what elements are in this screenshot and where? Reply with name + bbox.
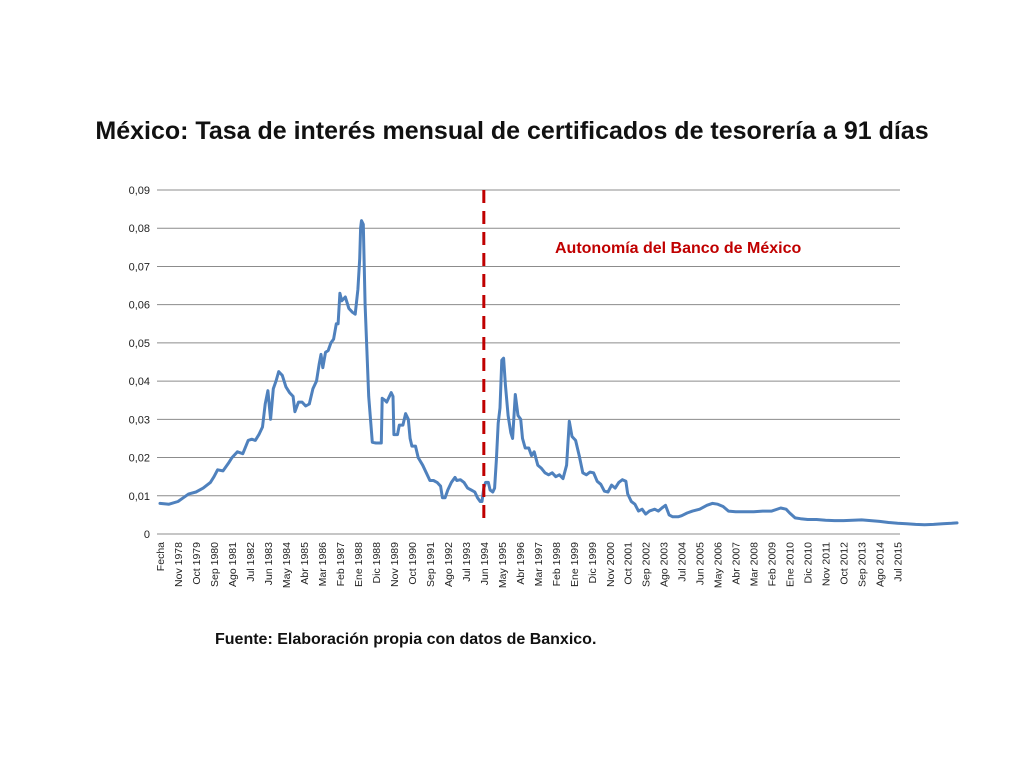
- y-tick-label: 0,01: [129, 491, 150, 503]
- x-tick-label: Jun 1983: [263, 542, 275, 585]
- y-tick-label: 0,03: [129, 414, 150, 426]
- x-tick-label: May 1984: [281, 542, 293, 588]
- y-tick-label: 0,04: [129, 376, 150, 388]
- x-tick-label: Feb 1987: [335, 542, 347, 587]
- x-tick-label: Dic 1988: [371, 542, 383, 584]
- x-tick-label: Sep 2002: [641, 542, 653, 587]
- x-tick-label: May 2006: [713, 542, 725, 588]
- x-tick-label: Jul 2015: [893, 542, 905, 582]
- x-tick-label: Ene 1999: [569, 542, 581, 587]
- x-tick-label: Ago 2014: [875, 542, 887, 587]
- x-tick-label: Nov 2011: [821, 542, 833, 586]
- x-tick-label: Feb 2009: [767, 542, 779, 587]
- autonomy-annotation: Autonomía del Banco de México: [555, 240, 801, 257]
- x-tick-label: Ago 1981: [227, 542, 239, 587]
- x-tick-label: Nov 2000: [605, 542, 617, 587]
- x-tick-label: Ene 1988: [353, 542, 365, 587]
- y-tick-label: 0: [144, 529, 150, 541]
- x-tick-label: Feb 1998: [551, 542, 563, 587]
- x-tick-label: Sep 1980: [209, 542, 221, 587]
- x-tick-label: Mar 1997: [533, 542, 545, 587]
- x-tick-label: Oct 2001: [623, 542, 635, 585]
- x-tick-label: Abr 2007: [731, 542, 743, 585]
- x-tick-label: Jun 1994: [479, 542, 491, 585]
- x-tick-label: Jun 2005: [695, 542, 707, 585]
- x-tick-label: Jul 2004: [677, 542, 689, 582]
- y-axis-ticks: 0 0,01 0,02 0,03 0,04 0,05 0,06 0,07 0,08 0,09: [129, 185, 150, 541]
- x-tick-label: Nov 1989: [389, 542, 401, 587]
- x-tick-label: Dic 2010: [803, 542, 815, 584]
- x-tick-label: Ago 1992: [443, 542, 455, 587]
- x-tick-label: Abr 1985: [299, 542, 311, 585]
- x-tick-label: Ene 2010: [785, 542, 797, 587]
- y-tick-label: 0,09: [129, 185, 150, 197]
- x-tick-label: Oct 1990: [407, 542, 419, 585]
- x-tick-label: Oct 1979: [191, 542, 203, 585]
- x-tick-label: Ago 2003: [659, 542, 671, 587]
- x-tick-label: Jul 1982: [245, 542, 257, 582]
- x-tick-label: Abr 1996: [515, 542, 527, 585]
- source-note: Fuente: Elaboración propia con datos de …: [215, 631, 597, 648]
- series-line: [158, 219, 959, 527]
- x-tick-label: Mar 2008: [749, 542, 761, 587]
- x-tick-label: Mar 1986: [317, 542, 329, 587]
- x-tick-label: May 1995: [497, 542, 509, 588]
- x-tick-label: Sep 2013: [857, 542, 869, 587]
- y-tick-label: 0,07: [129, 261, 150, 273]
- x-tick-label: Dic 1999: [587, 542, 599, 584]
- x-tick-label: Sep 1991: [425, 542, 437, 587]
- x-tick-label: Jul 1993: [461, 542, 473, 582]
- x-axis-ticks: Fecha Nov 1978 Oct 1979 Sep 1980 Ago 1981 Jul…: [155, 542, 905, 588]
- x-tick-label: Fecha: [155, 542, 167, 571]
- y-tick-label: 0,02: [129, 453, 150, 465]
- x-tick-label: Oct 2012: [839, 542, 851, 585]
- x-tick-label: Nov 1978: [173, 542, 185, 587]
- grid-lines: [157, 189, 900, 497]
- chart-title: México: Tasa de interés mensual de certi…: [95, 117, 929, 145]
- y-tick-label: 0,08: [129, 223, 150, 235]
- y-tick-label: 0,06: [129, 300, 150, 312]
- y-tick-label: 0,05: [129, 338, 150, 350]
